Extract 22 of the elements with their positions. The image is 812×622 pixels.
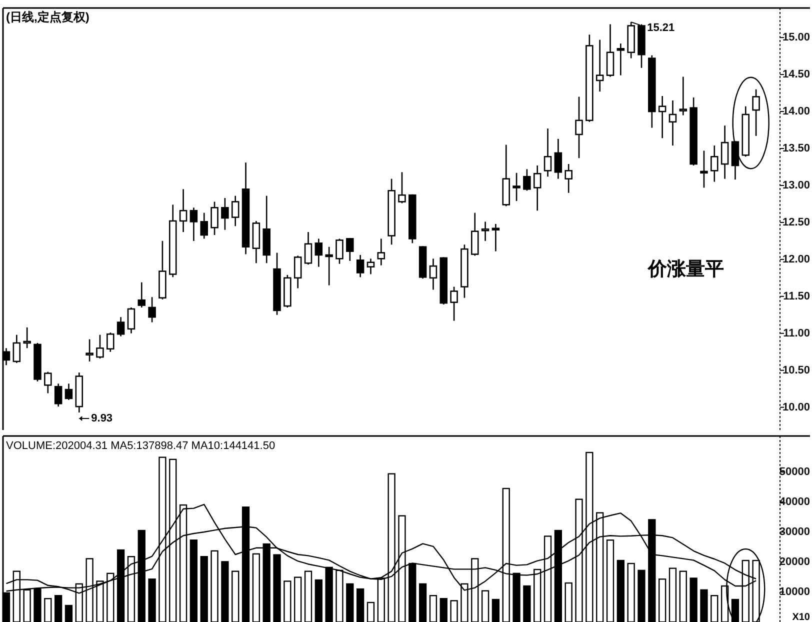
annotation: 9.93 [91,412,113,424]
annotation: 价涨量平 [647,259,724,280]
y-tick-label: 13.50 [782,142,810,154]
y-tick-label: 20000 [779,556,810,568]
y-tick-label: 10.00 [782,401,810,414]
chart-title: (日线,定点复权) [6,10,90,24]
chart-title: VOLUME:202004.31 MA5:137898.47 MA10:144141.50 [6,440,276,452]
text: X10 [792,612,810,622]
y-tick-label: 14.00 [782,106,810,118]
y-tick-label: 11.00 [783,327,810,340]
y-tick-label: 13.00 [782,179,810,192]
y-tick-label: 14.50 [782,68,810,81]
y-tick-label: 12.50 [782,216,810,228]
y-tick-label: 12.00 [782,253,810,266]
annotation: 15.21 [647,22,675,34]
y-tick-label: 10.50 [782,364,810,376]
y-tick-label: 15.00 [782,32,810,44]
y-tick-label: 10000 [779,586,810,598]
y-tick-label: 40000 [779,496,810,508]
y-tick-label: 50000 [779,466,810,478]
y-tick-label: 30000 [779,526,810,538]
y-tick-label: 11.50 [783,290,810,302]
